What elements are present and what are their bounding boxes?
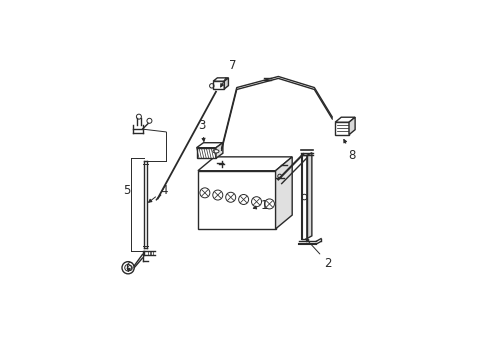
Text: 7: 7 — [220, 59, 236, 87]
Ellipse shape — [212, 150, 219, 153]
Bar — [213, 81, 224, 89]
Polygon shape — [213, 78, 228, 81]
Polygon shape — [224, 78, 228, 89]
Polygon shape — [306, 153, 311, 239]
Bar — [198, 171, 275, 229]
Text: 5: 5 — [123, 184, 131, 197]
Circle shape — [200, 188, 209, 198]
Text: 8: 8 — [343, 140, 355, 162]
Text: 1: 1 — [253, 199, 267, 212]
Text: 2: 2 — [305, 239, 331, 270]
Circle shape — [251, 197, 261, 207]
Polygon shape — [198, 157, 292, 171]
Text: 4: 4 — [148, 184, 168, 202]
Polygon shape — [196, 143, 223, 148]
Bar — [196, 148, 216, 158]
Polygon shape — [334, 117, 354, 122]
Circle shape — [264, 199, 274, 209]
Circle shape — [238, 194, 248, 204]
Text: 6: 6 — [124, 261, 132, 274]
Polygon shape — [348, 117, 354, 135]
Bar — [334, 122, 348, 135]
Circle shape — [225, 192, 235, 202]
Polygon shape — [216, 143, 223, 158]
Text: 3: 3 — [198, 119, 205, 141]
Circle shape — [212, 190, 223, 200]
Polygon shape — [275, 157, 292, 229]
